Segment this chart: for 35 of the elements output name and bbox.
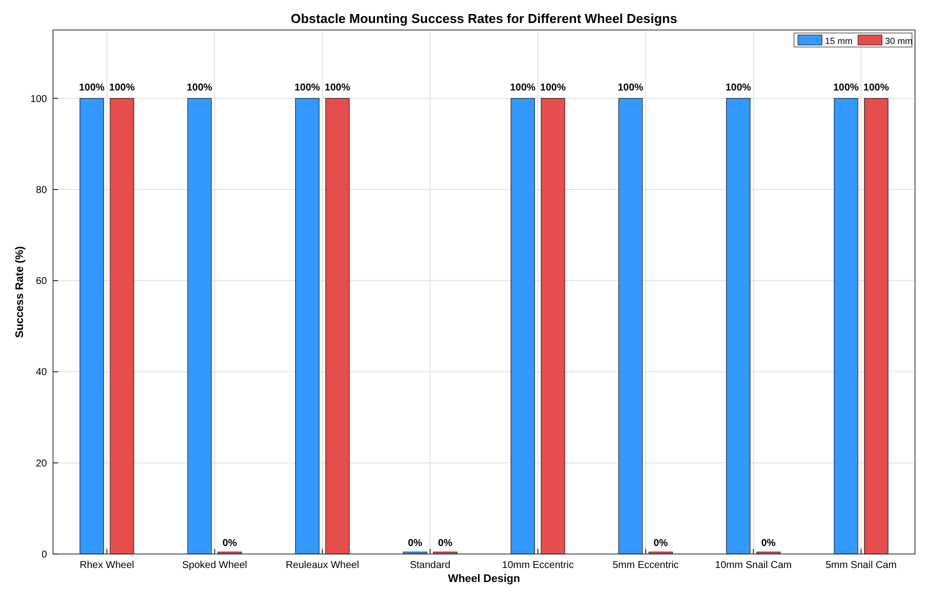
data-label: 100%: [186, 82, 212, 94]
x-tick-label: Reuleaux Wheel: [286, 560, 360, 571]
data-label: 100%: [79, 82, 105, 94]
x-tick-label: 10mm Eccentric: [502, 560, 574, 571]
x-tick-label: Standard: [410, 560, 450, 571]
data-label: 0%: [438, 538, 453, 549]
data-label: 0%: [222, 538, 238, 549]
x-axis-title: Wheel Design: [448, 573, 520, 585]
y-axis-title: Success Rate (%): [14, 246, 26, 338]
data-label: 100%: [540, 82, 566, 94]
data-label: 100%: [833, 82, 859, 94]
y-tick-label: 80: [36, 184, 48, 196]
data-label: 100%: [618, 82, 644, 94]
x-tick-label: 5mm Snail Cam: [826, 560, 897, 571]
legend-label: 15 mm: [825, 36, 853, 46]
y-tick-label: 100: [30, 94, 48, 105]
x-tick-label: 5mm Eccentric: [612, 560, 679, 571]
data-label: 0%: [653, 538, 668, 549]
data-label: 100%: [510, 82, 536, 94]
data-label: 100%: [294, 82, 320, 94]
chart-title: Obstacle Mounting Success Rates for Different Wheel Designs: [290, 11, 678, 26]
x-tick-label: 10mm Snail Cam: [715, 560, 792, 571]
data-label: 100%: [109, 82, 135, 94]
data-label: 0%: [408, 538, 422, 549]
y-tick-label: 0: [41, 550, 48, 560]
y-tick-label: 40: [36, 367, 48, 378]
y-tick-label: 60: [36, 276, 48, 288]
x-tick-label: Spoked Wheel: [182, 560, 248, 571]
legend-label: 30 mm: [885, 36, 913, 46]
x-tick-label: Rhex Wheel: [80, 560, 134, 571]
data-label: 100%: [324, 82, 350, 94]
data-label: 100%: [863, 82, 890, 94]
y-tick-label: 20: [36, 458, 48, 470]
data-label: 100%: [726, 82, 752, 94]
data-label: 0%: [761, 538, 776, 549]
